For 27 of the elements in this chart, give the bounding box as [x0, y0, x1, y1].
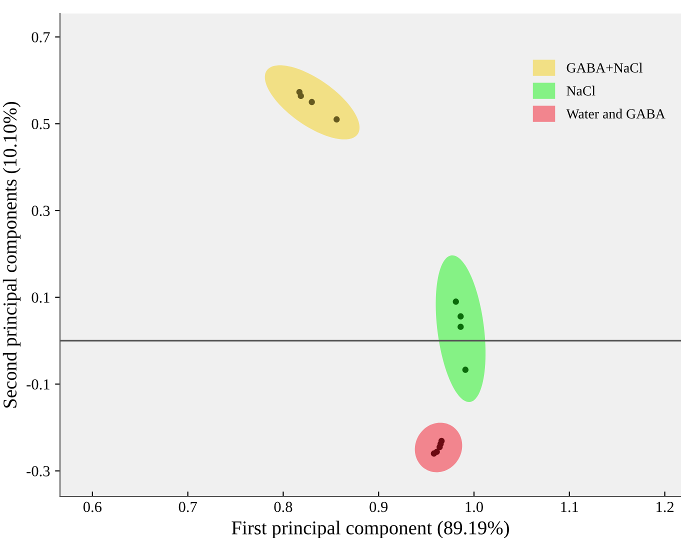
point [334, 116, 340, 122]
text: GABA+NaCl [566, 62, 642, 73]
y-tick-label: 0.1 [32, 292, 50, 303]
x-tick-label: 0.8 [274, 502, 292, 512]
y-tick-label: 0.3 [32, 206, 50, 216]
x-tick-label: 0.7 [178, 502, 197, 512]
x-axis-title: First principal component (89.19%) [232, 520, 509, 538]
x-tick-label: 1.0 [466, 502, 483, 512]
x-tick-label: 1.1 [561, 502, 578, 512]
text: Water and GABA [566, 108, 666, 119]
point [308, 98, 315, 106]
point [458, 324, 464, 330]
text: NaCl [566, 86, 596, 96]
y-tick-label: -0.1 [26, 379, 50, 390]
y-axis-title: Second principal components (10.10%) [2, 102, 21, 408]
x-tick-label: 0.9 [370, 502, 388, 512]
point [298, 92, 304, 100]
y-tick-label: 0.5 [32, 118, 50, 130]
point [462, 366, 469, 373]
x-tick-label: 1.2 [656, 502, 674, 512]
point [436, 444, 443, 450]
point [458, 313, 464, 320]
x-tick-label: 0.6 [83, 502, 102, 512]
point [430, 450, 438, 457]
y-tick-label: -0.3 [26, 466, 50, 476]
y-tick-label: 0.7 [32, 32, 50, 42]
point [452, 298, 459, 305]
